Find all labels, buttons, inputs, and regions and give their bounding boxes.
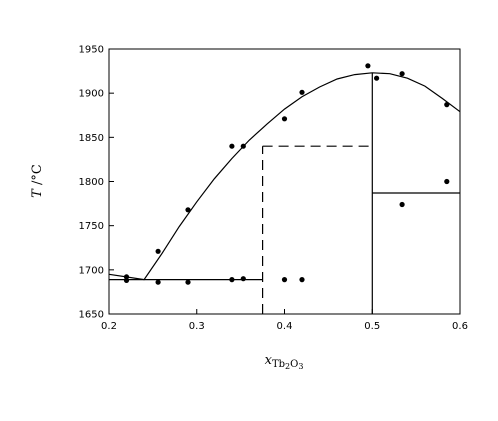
data-point-8 bbox=[155, 248, 161, 254]
plot-frame bbox=[108, 48, 461, 315]
data-point-10 bbox=[229, 143, 235, 149]
y-tick-label-6: 1950 bbox=[79, 45, 104, 56]
data-point-2 bbox=[155, 279, 161, 285]
data-point-12 bbox=[281, 116, 288, 122]
phase-line-0 bbox=[108, 72, 461, 281]
y-tick-label-3: 1800 bbox=[79, 177, 104, 188]
data-point-13 bbox=[299, 89, 305, 95]
data-point-4 bbox=[229, 277, 235, 283]
data-point-7 bbox=[299, 277, 305, 283]
data-point-11 bbox=[240, 143, 246, 149]
data-point-6 bbox=[281, 277, 288, 283]
data-point-16 bbox=[399, 71, 405, 77]
ticks-layer: 0.2 0.3 0.4 0.5 0.6 1650 1700 1750 1800 1850 1900 1… bbox=[79, 45, 468, 333]
x-tick-label-0: 0.2 bbox=[101, 321, 117, 332]
y-axis-title: T /°C bbox=[30, 164, 45, 198]
y-tick-label-2: 1750 bbox=[79, 221, 104, 232]
x-tick-label-4: 0.6 bbox=[452, 321, 468, 332]
data-point-3 bbox=[185, 279, 191, 285]
x-tick-label-2: 0.4 bbox=[277, 321, 293, 332]
y-tick-label-4: 1850 bbox=[79, 133, 104, 144]
data-point-5 bbox=[240, 276, 246, 282]
data-point-1 bbox=[123, 277, 130, 283]
data-point-19 bbox=[399, 201, 405, 208]
data-point-15 bbox=[374, 75, 380, 81]
data-point-9 bbox=[185, 207, 191, 213]
x-axis-title: xTb2O3 bbox=[265, 353, 304, 371]
y-tick-label-0: 1650 bbox=[79, 310, 104, 321]
points-layer bbox=[123, 63, 450, 285]
x-tick-label-3: 0.5 bbox=[364, 321, 380, 332]
data-point-14 bbox=[365, 63, 371, 69]
data-point-17 bbox=[444, 102, 450, 108]
data-point-18 bbox=[444, 178, 450, 185]
y-tick-label-5: 1900 bbox=[79, 89, 104, 100]
x-tick-label-1: 0.3 bbox=[189, 321, 205, 332]
lines-layer bbox=[108, 72, 461, 314]
y-tick-label-1: 1700 bbox=[79, 265, 104, 276]
